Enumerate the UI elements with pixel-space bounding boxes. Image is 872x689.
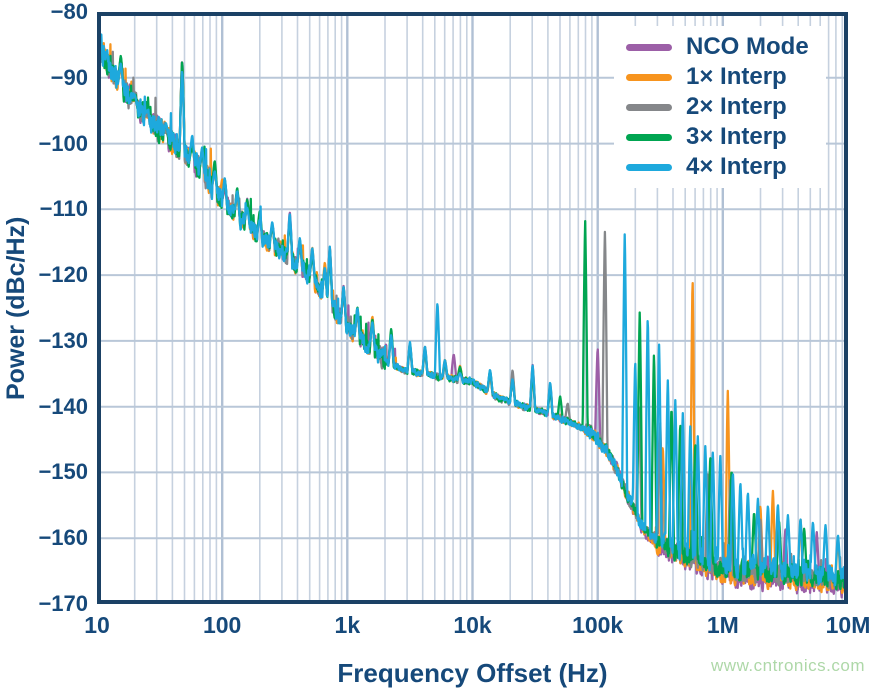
series-line [97,27,848,587]
legend-swatch [626,73,672,81]
x-tick-label: 1M [706,612,739,638]
legend-swatch [626,133,672,141]
legend-item: NCO Mode [626,32,826,62]
plot-svg [97,12,848,604]
legend-label: 2× Interp [686,93,787,120]
legend: NCO Mode 1× Interp 2× Interp 3× Interp 4× In… [614,26,826,188]
x-tick-label: 1k [334,612,361,638]
legend-label: 1× Interp [686,63,787,90]
legend-swatch [626,43,672,51]
legend-swatch [626,103,672,111]
legend-label: 3× Interp [686,123,787,150]
legend-item: 3× Interp [626,122,826,152]
x-tick-label: 10 [84,612,110,638]
y-tick-label: −80 [50,0,88,24]
legend-item: 2× Interp [626,92,826,122]
y-tick-label: −150 [38,459,88,485]
y-tick-label: −170 [38,591,88,616]
y-tick-label: −160 [38,525,88,551]
y-tick-label: −90 [50,64,88,90]
x-tick-label: 10k [453,612,492,638]
x-tick-label: 10M [825,612,871,638]
y-axis-title: Power (dBc/Hz) [2,216,30,400]
legend-swatch [626,163,672,171]
y-tick-label: −130 [38,327,88,353]
legend-label: NCO Mode [686,33,809,60]
y-tick-label: −110 [39,196,88,222]
x-tick-label: 100k [572,612,624,638]
y-tick-label: −100 [38,130,88,156]
legend-label: 4× Interp [686,153,787,180]
y-tick-label: −140 [38,393,88,419]
x-axis-title: Frequency Offset (Hz) [337,658,608,688]
legend-item: 1× Interp [626,62,826,92]
legend-item: 4× Interp [626,152,826,182]
x-tick-label: 100 [202,612,242,638]
watermark: www.cntronics.com [711,656,865,675]
y-tick-label: −120 [38,262,88,288]
